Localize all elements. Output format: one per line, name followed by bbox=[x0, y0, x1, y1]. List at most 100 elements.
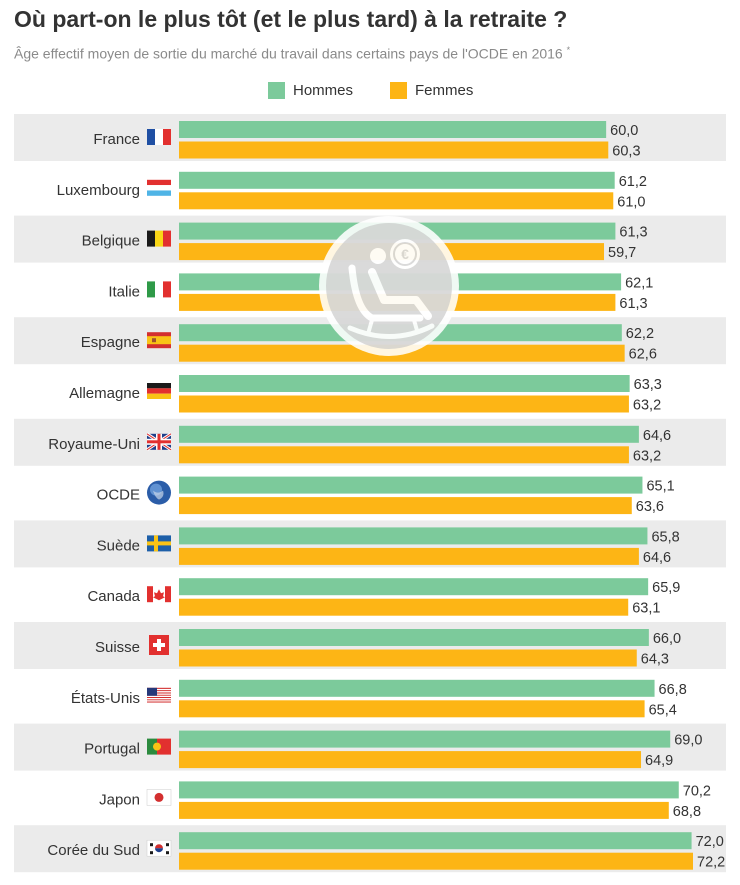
labels: France 60,0 60,3 Luxembourg 61,2 61,0 Belgique… bbox=[47, 123, 725, 871]
flag-stripe bbox=[155, 129, 163, 145]
category-label-suede: Suède bbox=[97, 537, 140, 554]
flag-emblem bbox=[153, 742, 161, 751]
bar-femmes-suede bbox=[179, 547, 639, 565]
flag-stripe bbox=[147, 383, 171, 389]
value-label-femmes-portugal: 64,9 bbox=[645, 753, 673, 769]
bar-hommes-japon bbox=[179, 781, 679, 799]
flag-stripe bbox=[155, 281, 163, 298]
flag-stripe bbox=[147, 690, 171, 692]
value-label-femmes-suede: 64,6 bbox=[643, 550, 671, 566]
flag-trigram bbox=[150, 851, 153, 855]
category-label-suisse: Suisse bbox=[95, 639, 140, 656]
globe-land bbox=[153, 490, 164, 500]
flag-stripe bbox=[147, 699, 171, 701]
flag-stripe bbox=[147, 701, 171, 703]
sweden-flag-icon bbox=[147, 535, 171, 552]
flag-stripe bbox=[147, 700, 171, 702]
euro-coin-rim bbox=[393, 242, 417, 266]
value-label-hommes-coree-du-sud: 72,0 bbox=[696, 834, 724, 850]
rocking-chair-retiree-euro-icon: € bbox=[319, 216, 459, 356]
flag-cross bbox=[147, 541, 171, 546]
flag-stripe bbox=[147, 698, 171, 700]
chart-title: Où part-on le plus tôt (et le plus tard)… bbox=[14, 6, 568, 32]
legend: Hommes Femmes bbox=[0, 80, 740, 100]
canada-flag-icon bbox=[147, 586, 171, 603]
flag-stripe bbox=[147, 388, 171, 394]
flag-stripe bbox=[147, 179, 171, 186]
flag-stripe bbox=[147, 281, 155, 298]
legend-swatch-hommes bbox=[268, 81, 285, 99]
usa-flag-icon bbox=[147, 687, 171, 704]
value-label-hommes-etats-unis: 66,8 bbox=[659, 682, 687, 698]
luxembourg-flag-icon bbox=[147, 179, 171, 196]
flag-stripe bbox=[155, 230, 163, 247]
category-label-belgique: Belgique bbox=[82, 233, 140, 250]
bar-femmes-portugal bbox=[179, 751, 642, 769]
flag-stripe bbox=[147, 702, 171, 704]
switzerland-flag-icon bbox=[149, 635, 169, 655]
value-label-hommes-allemagne: 63,3 bbox=[634, 377, 662, 393]
category-label-coree-du-sud: Corée du Sud bbox=[47, 842, 140, 859]
bars bbox=[179, 121, 693, 870]
value-label-hommes-luxembourg: 61,2 bbox=[619, 174, 647, 190]
value-label-femmes-royaume-uni: 63,2 bbox=[633, 448, 661, 464]
value-label-hommes-suede: 65,8 bbox=[651, 529, 679, 545]
value-label-hommes-japon: 70,2 bbox=[683, 783, 711, 799]
value-label-femmes-france: 60,3 bbox=[612, 144, 640, 160]
flag-stripe bbox=[147, 738, 157, 755]
category-label-italie: Italie bbox=[108, 283, 140, 300]
flag-trigram bbox=[166, 843, 169, 847]
bar-hommes-etats-unis bbox=[179, 679, 655, 697]
flag-stripe bbox=[147, 693, 171, 695]
spain-flag-icon bbox=[147, 332, 171, 349]
bar-hommes-luxembourg bbox=[179, 171, 615, 189]
flag-stripe bbox=[147, 586, 153, 603]
belgium-flag-icon bbox=[147, 230, 171, 247]
flag-stripe bbox=[163, 129, 171, 145]
bar-hommes-portugal bbox=[179, 730, 671, 748]
category-label-espagne: Espagne bbox=[81, 334, 140, 351]
flag-stripe bbox=[163, 281, 171, 298]
legend-item-femmes: Femmes bbox=[390, 80, 473, 100]
value-label-femmes-ocde: 63,6 bbox=[636, 499, 664, 515]
value-label-femmes-belgique: 59,7 bbox=[608, 245, 636, 261]
flag-maple-leaf bbox=[153, 589, 165, 601]
category-label-royaume-uni: Royaume-Uni bbox=[48, 436, 140, 453]
category-label-allemagne: Allemagne bbox=[69, 385, 140, 402]
value-label-femmes-allemagne: 63,2 bbox=[633, 398, 661, 414]
flag-stripe bbox=[165, 586, 171, 603]
legend-swatch-femmes bbox=[390, 81, 407, 99]
bar-hommes-france bbox=[179, 121, 607, 138]
chair-back bbox=[348, 264, 424, 322]
bar-femmes-france bbox=[179, 141, 609, 159]
bar-femmes-suisse bbox=[179, 649, 637, 667]
chair-rocker bbox=[347, 323, 435, 339]
flag-taegeuk-bottom bbox=[155, 848, 163, 853]
bar-hommes-allemagne bbox=[179, 375, 630, 392]
germany-flag-icon bbox=[147, 383, 171, 399]
value-label-femmes-luxembourg: 61,0 bbox=[617, 194, 645, 210]
portugal-flag-icon bbox=[147, 738, 171, 755]
legend-label-femmes: Femmes bbox=[415, 81, 474, 99]
value-label-hommes-suisse: 66,0 bbox=[653, 631, 681, 647]
subtitle-text: Âge effectif moyen de sortie du marché d… bbox=[14, 45, 563, 62]
flag-stripe bbox=[147, 694, 171, 696]
globe-icon bbox=[147, 480, 171, 505]
france-flag-icon bbox=[147, 129, 171, 145]
flag-border bbox=[146, 839, 172, 857]
flag-taegeuk-top bbox=[155, 844, 163, 849]
value-label-hommes-italie: 62,1 bbox=[625, 275, 653, 291]
value-label-femmes-japon: 68,8 bbox=[673, 804, 701, 820]
bar-femmes-canada bbox=[179, 598, 629, 616]
value-label-femmes-coree-du-sud: 72,2 bbox=[697, 855, 725, 871]
category-label-etats-unis: États-Unis bbox=[71, 690, 140, 707]
flag-stripe bbox=[147, 190, 171, 196]
uk-flag-icon bbox=[146, 432, 172, 452]
category-label-portugal: Portugal bbox=[84, 741, 140, 758]
legend-item-hommes: Hommes bbox=[268, 80, 353, 100]
flag-emblem bbox=[152, 338, 156, 343]
subtitle-footnote-mark: * bbox=[566, 45, 571, 55]
flag-sun bbox=[154, 792, 164, 802]
value-label-hommes-portugal: 69,0 bbox=[674, 733, 702, 749]
